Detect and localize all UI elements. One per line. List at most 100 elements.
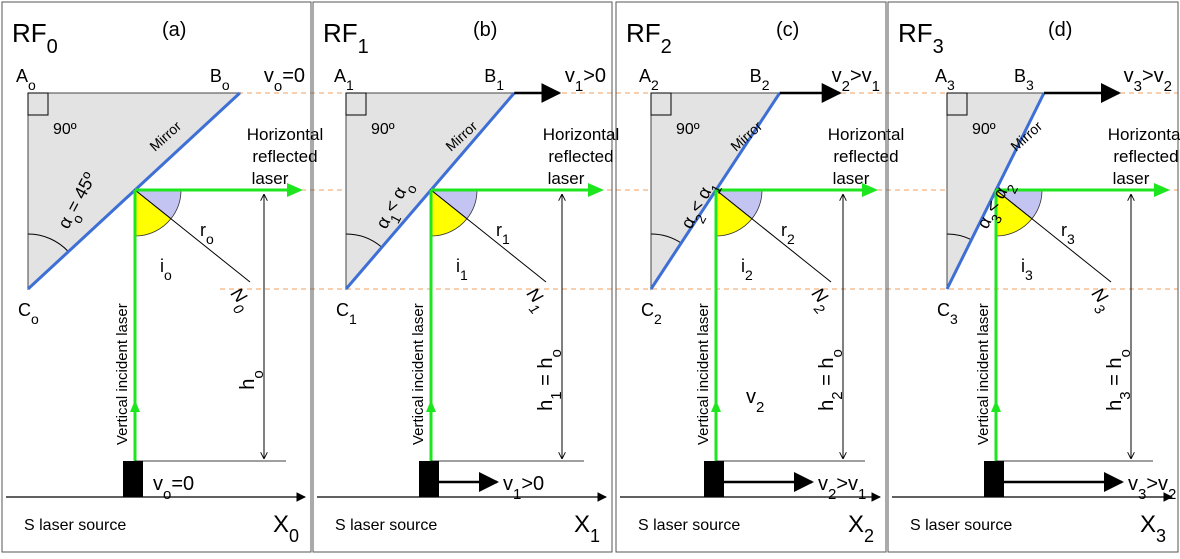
vertex-a-label: A2	[639, 66, 659, 93]
horizontal-laser-arrow	[287, 183, 303, 197]
vertical-laser-label: Vertical incident laser	[975, 303, 992, 445]
x-axis-label: X0	[273, 511, 299, 546]
horizontal-label-3: laser	[1113, 169, 1150, 188]
reflection-angle-label: ro	[200, 220, 214, 247]
normal-line	[715, 189, 832, 283]
laser-source-block	[419, 461, 439, 497]
laser-source-block	[984, 461, 1004, 497]
horizontal-label-2: reflected	[1113, 147, 1178, 166]
incidence-angle-label: io	[160, 256, 172, 283]
horizontal-label-3: laser	[548, 169, 585, 188]
laser-source-block	[704, 461, 724, 497]
vertex-a-label: A3	[935, 66, 955, 93]
right-angle-label: 90º	[676, 121, 700, 138]
alpha-arc	[345, 233, 383, 248]
vertex-b-label: Bo	[210, 66, 230, 93]
panel-letter: (a)	[162, 19, 186, 41]
normal-line	[134, 189, 251, 283]
horizontal-label-3: laser	[833, 169, 870, 188]
panel-border	[312, 1, 613, 553]
frame-label: RF2	[626, 18, 672, 58]
source-label: S laser source	[910, 517, 1012, 534]
incidence-angle-label: i3	[1021, 256, 1033, 283]
vertical-laser-arrow	[711, 400, 721, 412]
bottom-velocity-label: vo=0	[153, 473, 194, 503]
horizontal-label-2: reflected	[252, 147, 317, 166]
height-label: h1 = ho	[535, 349, 565, 411]
horizontal-laser-arrow	[588, 183, 604, 197]
height-label: ho	[237, 370, 267, 389]
right-angle-marker	[27, 92, 49, 116]
reflection-angle-label: r2	[781, 220, 795, 247]
frame-label: RF1	[323, 18, 369, 58]
bottom-velocity-label: v1>0	[503, 473, 544, 503]
panel-border	[1, 1, 312, 553]
panel-border	[887, 1, 1179, 553]
top-velocity-label: v3>v2	[1124, 65, 1172, 95]
incidence-angle-label: i1	[456, 256, 468, 283]
right-angle-label: 90º	[972, 121, 996, 138]
vertex-b-label: B3	[1014, 66, 1034, 93]
normal-line	[430, 189, 547, 283]
horizontal-label-1: Horizontal	[828, 125, 905, 144]
horizontal-label-1: Horizontal	[247, 125, 324, 144]
horizontal-laser-arrow	[862, 183, 878, 197]
panel-letter: (b)	[473, 19, 497, 41]
incidence-angle-label: i2	[741, 256, 753, 283]
horizontal-label-1: Horizontal	[543, 125, 620, 144]
mid-velocity-label: v2	[746, 386, 764, 416]
source-label: S laser source	[638, 517, 740, 534]
horizontal-label-1: Horizontal	[1108, 125, 1180, 144]
height-label: h2 = ho	[816, 349, 846, 411]
vertical-laser-label: Vertical incident laser	[114, 303, 131, 445]
source-label: S laser source	[335, 517, 437, 534]
vertical-laser-label: Vertical incident laser	[410, 303, 427, 445]
laser-source-block	[123, 461, 143, 497]
right-angle-marker	[946, 92, 968, 116]
panel-letter: (c)	[776, 19, 799, 41]
x-axis-label: X3	[1140, 511, 1166, 546]
horizontal-label-2: reflected	[548, 147, 613, 166]
normal-line	[995, 189, 1112, 283]
bottom-velocity-label: v2>v1	[818, 473, 866, 503]
height-label: h3 = ho	[1104, 349, 1134, 411]
horizontal-laser-arrow	[1154, 183, 1170, 197]
right-angle-label: 90º	[53, 121, 77, 138]
vertical-laser-arrow	[991, 400, 1001, 412]
alpha-arc	[650, 233, 682, 244]
vertex-a-label: Ao	[16, 66, 36, 93]
vertical-laser-arrow	[426, 400, 436, 412]
x-axis-label: X2	[848, 511, 874, 546]
panel-letter: (d)	[1048, 19, 1072, 41]
horizontal-label-2: reflected	[833, 147, 898, 166]
alpha-arc	[27, 233, 69, 252]
right-angle-label: 90º	[371, 121, 395, 138]
source-label: S laser source	[24, 517, 126, 534]
vertex-a-label: A1	[334, 66, 354, 93]
top-velocity-label: vo=0	[264, 65, 305, 95]
reflection-angle-label: r1	[496, 220, 510, 247]
bottom-velocity-label: v3>v2	[1128, 473, 1176, 503]
vertex-b-label: B1	[484, 66, 504, 93]
right-angle-marker	[345, 92, 367, 116]
vertical-laser-label: Vertical incident laser	[695, 303, 712, 445]
vertical-laser-arrow	[130, 400, 140, 412]
frame-label: RF3	[898, 18, 944, 58]
right-angle-marker	[650, 92, 672, 116]
vertex-c-label: Co	[18, 300, 39, 327]
reflection-angle-label: r3	[1061, 220, 1075, 247]
vertex-b-label: B2	[750, 66, 770, 93]
vertex-c-label: C1	[336, 300, 357, 327]
horizontal-label-3: laser	[252, 169, 289, 188]
top-velocity-label: v1>0	[565, 65, 606, 95]
vertex-c-label: C2	[641, 300, 662, 327]
top-velocity-label: v2>v1	[832, 65, 880, 95]
frame-label: RF0	[12, 18, 58, 58]
